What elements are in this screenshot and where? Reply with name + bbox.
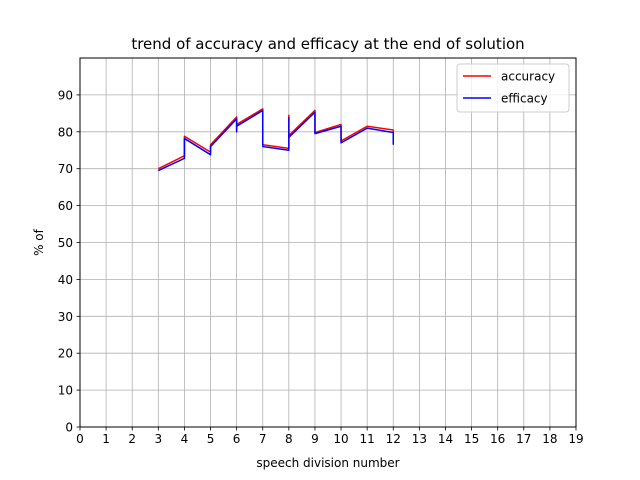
- x-tick-label: 14: [438, 432, 453, 446]
- y-tick-label: 20: [58, 347, 73, 361]
- x-axis-label: speech division number: [256, 456, 399, 470]
- x-tick-label: 0: [76, 432, 84, 446]
- x-tick-label: 11: [360, 432, 375, 446]
- legend: accuracy efficacy: [456, 63, 570, 113]
- x-tick-label: 17: [516, 432, 531, 446]
- data-lines: [157, 108, 395, 172]
- y-tick-label: 10: [58, 384, 73, 398]
- x-tick-label: 1: [102, 432, 110, 446]
- y-tick-label: 0: [65, 421, 73, 435]
- x-tick-label: 6: [233, 432, 241, 446]
- x-tick-label: 2: [128, 432, 136, 446]
- y-tick-label: 40: [58, 273, 73, 287]
- y-tick-label: 60: [58, 199, 73, 213]
- x-tick-label: 8: [285, 432, 293, 446]
- series-line-efficacy: [158, 109, 395, 172]
- y-axis-label: % of: [32, 228, 46, 256]
- y-tick-label: 70: [58, 162, 73, 176]
- x-tick-label: 19: [568, 432, 583, 446]
- x-tick-label: 7: [259, 432, 267, 446]
- x-tick-label: 15: [464, 432, 479, 446]
- x-tick-label: 5: [207, 432, 215, 446]
- y-tick-label: 50: [58, 236, 73, 250]
- x-tick-label: 18: [542, 432, 557, 446]
- legend-label-accuracy: accuracy: [501, 70, 555, 84]
- axis-ticks: 0 1 2 3 4 5 6 7 8 9 10 11 12 13 14 15 16 17 18 190102030405…: [58, 88, 584, 446]
- x-tick-label: 16: [490, 432, 505, 446]
- x-tick-label: 9: [311, 432, 319, 446]
- x-tick-label: 4: [181, 432, 189, 446]
- x-tick-label: 10: [333, 432, 348, 446]
- x-tick-label: 13: [412, 432, 427, 446]
- legend-label-efficacy: efficacy: [501, 92, 548, 106]
- y-tick-label: 90: [58, 88, 73, 102]
- chart-title: trend of accuracy and efficacy at the en…: [131, 35, 524, 53]
- y-tick-label: 30: [58, 310, 73, 324]
- x-tick-label: 3: [154, 432, 162, 446]
- y-tick-label: 80: [58, 125, 73, 139]
- x-tick-label: 12: [386, 432, 401, 446]
